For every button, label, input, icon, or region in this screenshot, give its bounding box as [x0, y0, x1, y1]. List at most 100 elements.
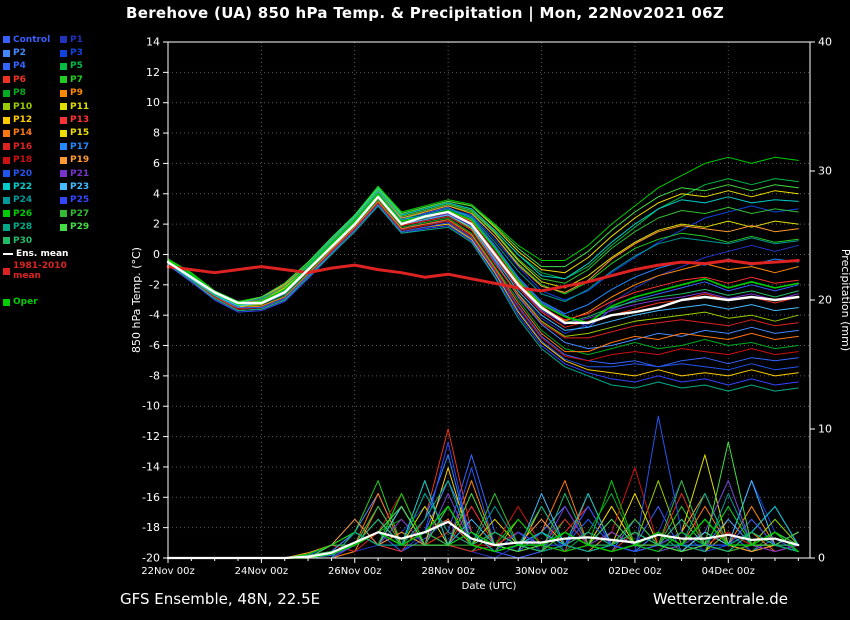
legend-label: P17 [70, 141, 90, 152]
oper-temp-line [167, 193, 800, 324]
left-tick-label: -4 [149, 309, 160, 322]
member-temp-line [167, 190, 799, 304]
member-swatch [60, 143, 67, 151]
left-tick-label: 0 [153, 248, 160, 261]
legend-label: P12 [13, 115, 33, 126]
legend-label: P22 [13, 181, 33, 192]
left-tick-label: 2 [153, 218, 160, 231]
member-temp-line [167, 191, 799, 306]
legend-label: Ens. mean [16, 249, 69, 260]
legend-label: P2 [13, 48, 26, 59]
ens-mean-temp-line [166, 195, 800, 324]
legend-item-ens-mean: Ens. mean [3, 249, 128, 259]
legend-item: P4 [3, 60, 60, 73]
x-tick-label: 02Dec 00z [608, 566, 661, 577]
legend-item: P29 [60, 220, 117, 233]
member-swatch [60, 223, 67, 231]
legend-label: Oper [13, 297, 38, 307]
legend-item: P27 [60, 207, 117, 220]
legend-item: P10 [3, 100, 60, 113]
legend-item: P2 [3, 46, 60, 59]
legend-label: P10 [13, 101, 33, 112]
member-swatch [60, 49, 67, 57]
member-swatch [60, 129, 67, 137]
member-swatch [3, 49, 10, 57]
legend-item: P19 [60, 154, 117, 167]
member-swatch [60, 89, 67, 97]
legend-item: P8 [3, 87, 60, 100]
right-tick-label: 0 [818, 552, 825, 565]
legend-member-grid: Control P1 P2 P3 P4 P5 P6 P7 P8 P9 P10 P11 P12 P13 P14… [3, 33, 128, 247]
left-tick-label: -6 [149, 339, 160, 352]
climate-mean-line [166, 259, 800, 293]
left-tick-label: -8 [149, 369, 160, 382]
legend-item: P22 [3, 180, 60, 193]
chart-title: Berehove (UA) 850 hPa Temp. & Precipitat… [126, 4, 724, 22]
legend-item: P13 [60, 113, 117, 126]
x-axis-label: Date (UTC) [462, 581, 517, 592]
legend-item: P25 [60, 194, 117, 207]
ens-mean-swatch [3, 253, 13, 256]
member-temp-line [167, 203, 799, 371]
member-swatch [3, 129, 10, 137]
left-tick-label: -18 [142, 521, 160, 534]
member-swatch [3, 183, 10, 191]
member-swatch [3, 210, 10, 218]
member-swatch [3, 62, 10, 70]
legend-item: P15 [60, 127, 117, 140]
member-swatch [3, 170, 10, 178]
legend-label: P27 [70, 208, 90, 219]
member-swatch [3, 156, 10, 164]
legend-item: P7 [60, 73, 117, 86]
left-tick-label: -12 [142, 430, 160, 443]
legend-label: P23 [70, 181, 90, 192]
legend-item: P21 [60, 167, 117, 180]
member-temp-line [167, 193, 799, 304]
legend-label: P5 [70, 61, 83, 72]
left-tick-label: 14 [146, 36, 160, 49]
legend-item: P5 [60, 60, 117, 73]
legend-item: Control [3, 33, 60, 46]
member-swatch [60, 76, 67, 84]
legend-item: P9 [60, 87, 117, 100]
site-credit: Wetterzentrale.de [652, 590, 788, 608]
legend-label: P14 [13, 128, 33, 139]
legend-label: P13 [70, 115, 90, 126]
legend-label: P18 [13, 155, 33, 166]
member-swatch [60, 210, 67, 218]
x-tick-label: 22Nov 00z [141, 566, 194, 577]
member-swatch [60, 156, 67, 164]
legend-item-oper: Oper [3, 297, 38, 307]
right-tick-label: 20 [818, 294, 832, 307]
legend-label: P20 [13, 168, 33, 179]
x-tick-label: 26Nov 00z [328, 566, 381, 577]
legend-label: P29 [70, 222, 90, 233]
legend-label: P15 [70, 128, 90, 139]
member-temp-line [167, 190, 799, 306]
legend-label: P19 [70, 155, 90, 166]
legend-item-clim-mean: 1981-2010 mean [3, 261, 128, 281]
member-temp-line [167, 184, 799, 304]
left-tick-label: 4 [153, 187, 160, 200]
legend-item: P14 [3, 127, 60, 140]
y-axis-right-label: Precipitation (mm) [839, 249, 850, 351]
y-axis-left-label: 850 hPa Temp. (°C) [130, 247, 143, 353]
legend-label: P4 [13, 61, 26, 72]
legend-item: P30 [3, 234, 60, 247]
member-swatch [3, 76, 10, 84]
member-temp-line [167, 200, 799, 353]
left-tick-label: 12 [146, 66, 160, 79]
member-temp-line [167, 205, 799, 386]
legend-label: 1981-2010 mean [13, 261, 67, 282]
legend-label: P1 [70, 34, 83, 45]
member-swatch [60, 62, 67, 70]
member-temp-line [167, 205, 799, 392]
legend-item: P11 [60, 100, 117, 113]
legend-label: P21 [70, 168, 90, 179]
left-tick-label: -20 [142, 552, 160, 565]
left-tick-label: 8 [153, 127, 160, 140]
legend-item: P16 [3, 140, 60, 153]
member-swatch [3, 223, 10, 231]
legend-label: P28 [13, 222, 33, 233]
